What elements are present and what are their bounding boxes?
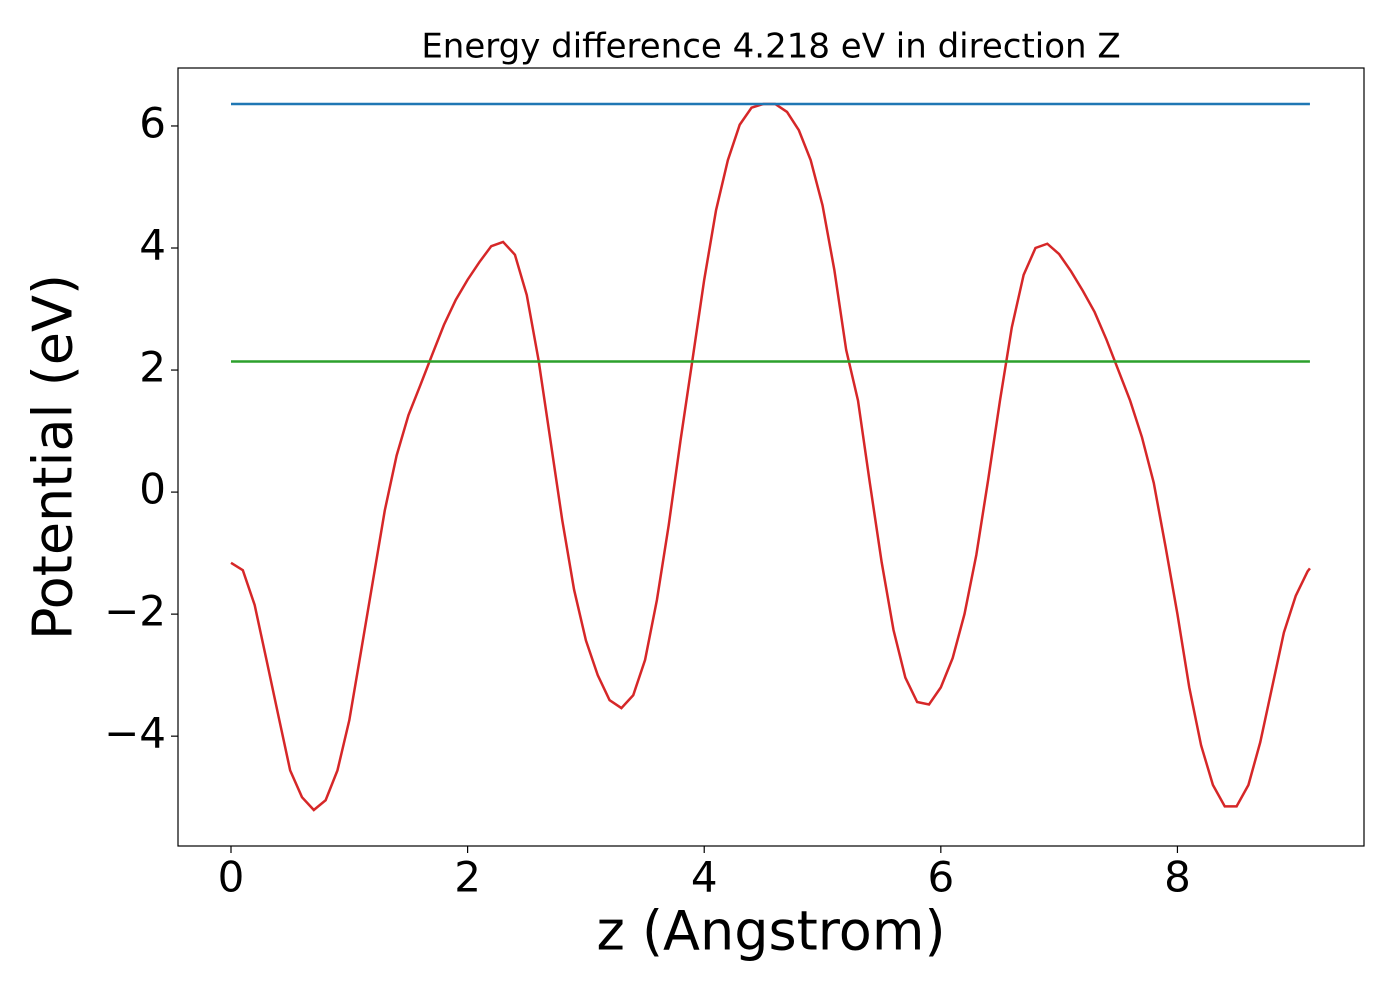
x-tick-label: 6	[927, 853, 954, 902]
x-tick-label: 2	[454, 853, 481, 902]
y-tick-label: −2	[104, 587, 166, 636]
y-tick-label: 6	[139, 98, 166, 147]
line-series	[230, 102, 1311, 812]
y-tick-label: 4	[139, 221, 166, 270]
y-axis-label: Potential (eV)	[22, 274, 85, 640]
x-axis-label: z (Angstrom)	[596, 900, 945, 963]
y-tick-label: 2	[139, 343, 166, 392]
chart-title: Energy difference 4.218 eV in direction …	[421, 27, 1120, 67]
plot-frame	[177, 67, 1365, 847]
y-tick-label: 0	[139, 465, 166, 514]
x-tick-label: 0	[218, 853, 245, 902]
y-tick-label: −4	[104, 709, 166, 758]
x-tick-label: 8	[1164, 853, 1191, 902]
x-tick-label: 4	[691, 853, 718, 902]
